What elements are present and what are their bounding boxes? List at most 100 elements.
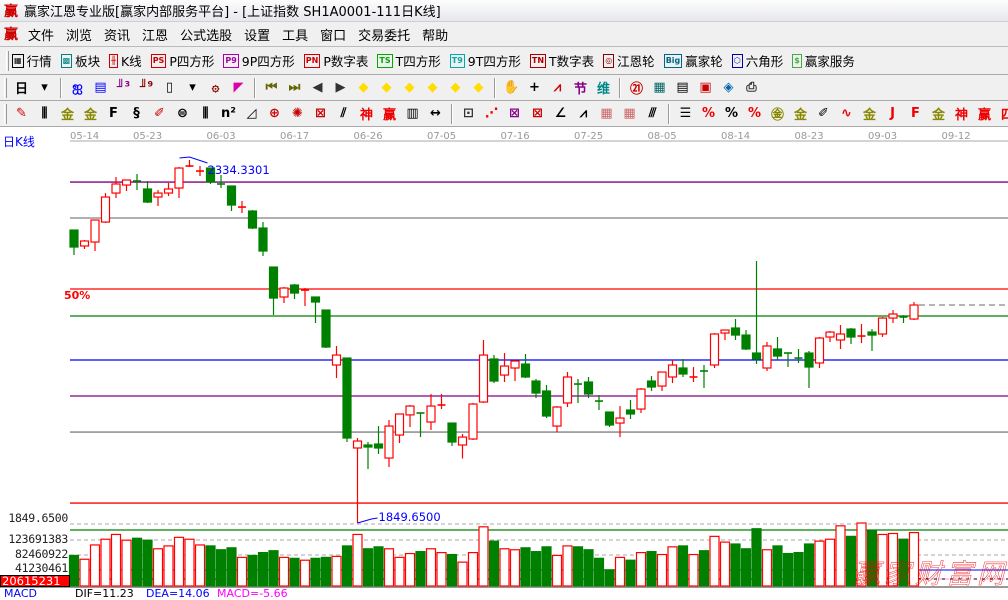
toolbar-button-big-wheel[interactable]: Big 赢家轮 bbox=[663, 51, 723, 70]
clipboard-icon[interactable]: ▤ bbox=[94, 80, 107, 95]
toolbar-button-pn[interactable]: PN P数字表 bbox=[303, 51, 368, 70]
toolbar-button-gann-wheel[interactable]: ◎ 江恩轮 bbox=[603, 51, 655, 70]
vzoom-icon[interactable]: ◆ bbox=[473, 80, 484, 95]
toolbar-button-hexagon[interactable]: ⬡ 六角形 bbox=[731, 51, 783, 70]
ying-icon[interactable]: 赢 bbox=[382, 108, 396, 123]
four-angle-icon[interactable]: 四 bbox=[996, 103, 1008, 125]
network-icon[interactable]: ◈ bbox=[723, 80, 734, 95]
gold-icon[interactable]: 金 bbox=[60, 108, 74, 123]
hzoom-icon[interactable]: ◆ bbox=[404, 80, 415, 95]
table-icon[interactable]: ☰ bbox=[679, 106, 692, 121]
next-icon[interactable]: ▶ bbox=[335, 80, 346, 95]
menu-logo-icon[interactable]: 赢 bbox=[4, 27, 18, 43]
toolbar-button-ps[interactable]: PS P四方形 bbox=[150, 51, 214, 70]
jie-icon[interactable]: 节 bbox=[573, 82, 587, 97]
vlines-icon[interactable]: ⫼ bbox=[41, 106, 48, 121]
step3-icon[interactable]: ╜³ bbox=[116, 80, 131, 95]
wave-icon[interactable]: ⩘ bbox=[579, 106, 588, 121]
sine-icon[interactable]: ∿ bbox=[841, 106, 852, 121]
shen-icon[interactable]: 神 bbox=[359, 108, 373, 123]
gold3-icon[interactable]: 金 bbox=[862, 108, 876, 123]
percent-icon[interactable]: % bbox=[724, 106, 739, 121]
menu-trade[interactable]: 交易委托 bbox=[358, 28, 411, 44]
ying-angle-icon[interactable]: 赢 bbox=[977, 108, 991, 123]
calculator-icon[interactable]: ▦ bbox=[653, 80, 666, 95]
map-icon[interactable]: ஐ bbox=[72, 79, 83, 95]
width-icon[interactable]: ↔ bbox=[430, 106, 441, 121]
pen-icon[interactable]: ✎ bbox=[16, 106, 27, 121]
notepad-icon[interactable]: ▤ bbox=[676, 80, 689, 95]
toolbar-button-candlestick[interactable]: ╫ K线 bbox=[109, 51, 142, 70]
gold2-icon[interactable]: 金 bbox=[83, 108, 97, 123]
menu-gann[interactable]: 江恩 bbox=[142, 28, 169, 44]
expand-icon[interactable]: ◆ bbox=[450, 80, 461, 95]
parallel-icon[interactable]: ⫻ bbox=[648, 106, 657, 121]
toolbar-grip[interactable] bbox=[4, 103, 7, 124]
zigzag-icon[interactable]: ⩘ bbox=[553, 80, 562, 95]
gann-fan-icon[interactable]: ⊠ bbox=[532, 106, 543, 121]
toolbar-grip[interactable] bbox=[6, 50, 9, 71]
toolbar-button-quote-table[interactable]: ▦ 行情 bbox=[12, 51, 52, 70]
spiral-icon[interactable]: § bbox=[133, 106, 140, 121]
fan-icon[interactable]: ⋰ bbox=[485, 106, 498, 121]
menu-file[interactable]: 文件 bbox=[28, 28, 55, 44]
toolbar-button-sector-grid[interactable]: ▩ 板块 bbox=[60, 51, 100, 70]
circle-icon[interactable]: ⊜ bbox=[177, 106, 188, 121]
gann-box-icon[interactable]: ⊠ bbox=[509, 106, 520, 121]
dropdown-arrow-icon[interactable]: ▾ bbox=[189, 80, 196, 95]
n2-icon[interactable]: n² bbox=[221, 106, 236, 121]
shen-angle-icon[interactable]: 神 bbox=[954, 108, 968, 123]
step9-icon[interactable]: ╜⁹ bbox=[139, 80, 154, 95]
shrink-icon[interactable]: ◆ bbox=[427, 80, 438, 95]
left-diamond-icon[interactable]: ◆ bbox=[358, 80, 369, 95]
menu-formula[interactable]: 公式选股 bbox=[180, 28, 233, 44]
target-icon[interactable]: ⊕ bbox=[269, 106, 280, 121]
period-select[interactable]: 日 bbox=[14, 82, 28, 97]
calendar-icon[interactable]: ㉑ bbox=[629, 82, 643, 97]
crosshair-icon[interactable]: + bbox=[529, 80, 540, 95]
macd-name[interactable]: MACD bbox=[4, 587, 37, 600]
menu-tools[interactable]: 工具 bbox=[282, 28, 309, 44]
slash-icon[interactable]: ⫽ bbox=[340, 106, 347, 121]
last-icon[interactable]: ⏭ bbox=[288, 80, 301, 95]
pct-line-icon[interactable]: % bbox=[701, 106, 716, 121]
gold-circle-icon[interactable]: ㊎ bbox=[770, 108, 784, 123]
wei-icon[interactable]: 维 bbox=[596, 82, 610, 97]
radar-icon[interactable]: ✺ bbox=[292, 106, 303, 121]
menu-help[interactable]: 帮助 bbox=[422, 28, 449, 44]
dropdown-arrow-icon[interactable]: ▾ bbox=[41, 80, 48, 95]
vlines2-icon[interactable]: ⫼ bbox=[202, 106, 209, 121]
gold-lines-icon[interactable]: 金 bbox=[793, 108, 807, 123]
angle-icon[interactable]: ∠ bbox=[554, 106, 567, 121]
pct-lines-icon[interactable]: % bbox=[747, 106, 762, 121]
grid-icon[interactable]: ▦ bbox=[600, 106, 613, 121]
j-angle-icon[interactable]: J bbox=[890, 106, 895, 121]
square-web-icon[interactable]: ⊠ bbox=[315, 106, 326, 121]
marker-icon[interactable]: ✐ bbox=[154, 106, 165, 121]
triangle-icon[interactable]: ◿ bbox=[246, 106, 257, 121]
menu-window[interactable]: 窗口 bbox=[320, 28, 347, 44]
prev-icon[interactable]: ◀ bbox=[312, 80, 323, 95]
toolbar-button-dollar[interactable]: $ 赢家服务 bbox=[792, 51, 855, 70]
pen2-icon[interactable]: ✐ bbox=[818, 106, 829, 121]
candle-type-icon[interactable]: ▯ bbox=[165, 80, 174, 95]
printer-icon[interactable]: ⎙ bbox=[746, 80, 757, 95]
toolbar-button-tn[interactable]: TN T数字表 bbox=[529, 51, 594, 70]
menu-news[interactable]: 资讯 bbox=[104, 28, 131, 44]
box-icon[interactable]: ⊡ bbox=[463, 106, 474, 121]
menu-browse[interactable]: 浏览 bbox=[66, 28, 93, 44]
toolbar-grip[interactable] bbox=[4, 77, 7, 98]
toolbar-button-t9[interactable]: T9 9T四方形 bbox=[449, 51, 521, 70]
grid2-icon[interactable]: ▦ bbox=[623, 106, 636, 121]
fractal-icon[interactable]: ۞ bbox=[211, 80, 220, 95]
ruler-icon[interactable]: ▥ bbox=[406, 106, 419, 121]
first-icon[interactable]: ⏮ bbox=[265, 80, 278, 95]
f-icon[interactable]: F bbox=[109, 106, 118, 121]
toolbar-button-p9[interactable]: P9 9P四方形 bbox=[223, 51, 295, 70]
right-diamond-icon[interactable]: ◆ bbox=[381, 80, 392, 95]
f-angle-icon[interactable]: F bbox=[911, 106, 920, 121]
gold-angle-icon[interactable]: 金 bbox=[931, 108, 945, 123]
menu-settings[interactable]: 设置 bbox=[244, 28, 271, 44]
save-icon[interactable]: ▣ bbox=[699, 80, 712, 95]
hand-icon[interactable]: ✋ bbox=[503, 80, 520, 95]
